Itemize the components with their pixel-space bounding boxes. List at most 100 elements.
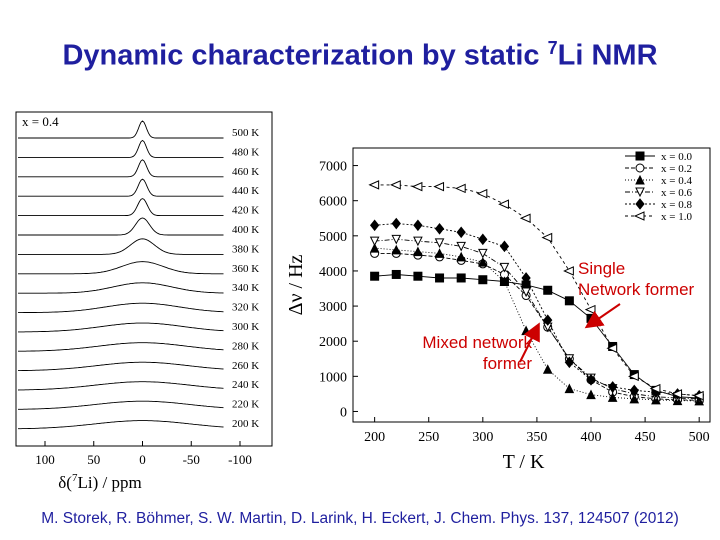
- y-tick-label: 2000: [319, 335, 347, 350]
- y-tick-label: 1000: [319, 370, 347, 385]
- y-axis-label: Δν / Hz: [285, 254, 307, 315]
- single-label-line2: Network former: [578, 280, 695, 299]
- data-point: [369, 236, 380, 247]
- series-5: [368, 180, 704, 401]
- data-point: [370, 271, 380, 281]
- spectrum-line: [18, 238, 224, 255]
- data-point: [411, 181, 423, 192]
- data-point: [499, 240, 510, 253]
- spectrum-line: [18, 120, 224, 139]
- data-point: [478, 275, 488, 285]
- spectrum-line: [18, 400, 224, 410]
- temperature-label: 320 K: [232, 302, 259, 314]
- legend-label: x = 0.6: [661, 187, 692, 199]
- legend-label: x = 0.8: [661, 199, 692, 211]
- data-point: [692, 390, 704, 401]
- x-tick-label: 450: [635, 430, 656, 445]
- data-point: [456, 251, 466, 262]
- data-point: [413, 246, 423, 257]
- temperature-label: 200 K: [232, 418, 259, 430]
- x-tick-label: 350: [526, 430, 547, 445]
- series-line: [374, 238, 700, 400]
- data-point: [586, 389, 596, 400]
- legend-marker: [635, 187, 645, 198]
- x-tick-label: -100: [228, 452, 252, 467]
- temperature-label: 380 K: [232, 243, 259, 255]
- legend: x = 0.0x = 0.2x = 0.4x = 0.6x = 0.8x = 1…: [625, 151, 692, 223]
- data-point: [606, 343, 618, 354]
- slide-title: Dynamic characterization by static 7Li N…: [62, 38, 658, 72]
- spectrum-line: [17, 381, 224, 391]
- data-point: [433, 181, 445, 192]
- series-2: [369, 242, 704, 406]
- temperature-label: 340 K: [232, 282, 259, 294]
- composition-label: x = 0.4: [22, 114, 59, 129]
- data-point: [391, 269, 401, 279]
- citation: M. Storek, R. Böhmer, S. W. Martin, D. L…: [41, 510, 679, 527]
- series-line: [374, 184, 700, 397]
- data-point: [519, 213, 531, 224]
- spectrum-line: [18, 420, 224, 430]
- x-tick-label: 400: [581, 430, 602, 445]
- y-tick-label: 3000: [319, 300, 347, 315]
- legend-label: x = 0.2: [661, 163, 692, 175]
- temperature-label: 220 K: [232, 399, 259, 411]
- series-line: [374, 247, 700, 402]
- spectrum-line: [18, 217, 224, 236]
- data-point: [586, 374, 596, 386]
- spectrum-line: [18, 159, 224, 178]
- spectrum-line: [18, 198, 224, 217]
- data-point: [541, 232, 553, 243]
- data-point: [499, 276, 510, 286]
- data-point: [671, 389, 683, 399]
- mixed-network-former-label: Mixed network former: [396, 332, 532, 374]
- data-point: [434, 238, 445, 248]
- data-point: [564, 296, 574, 306]
- data-point: [521, 287, 531, 298]
- data-point: [521, 272, 531, 284]
- data-point: [391, 217, 401, 230]
- temperature-label: 300 K: [232, 321, 259, 333]
- legend-marker: [635, 151, 645, 161]
- data-point: [368, 180, 380, 190]
- mixed-label-line2: former: [482, 354, 532, 373]
- data-point: [628, 371, 639, 382]
- x-tick-label: 50: [87, 452, 100, 467]
- spectrum-line: [18, 282, 224, 294]
- legend-marker: [635, 174, 645, 185]
- temperature-label: 360 K: [232, 263, 259, 275]
- data-point: [435, 273, 445, 283]
- data-point: [456, 226, 466, 239]
- temperature-label: 500 K: [232, 127, 259, 139]
- data-point: [413, 271, 423, 281]
- y-tick-label: 7000: [319, 160, 347, 175]
- spectrum-line: [18, 342, 224, 352]
- temperature-label: 420 K: [232, 205, 259, 217]
- temperature-label: 260 K: [232, 360, 259, 372]
- data-point: [456, 273, 466, 283]
- x-tick-label: -50: [183, 452, 200, 467]
- x-axis-label: δ(7Li) / ppm: [58, 472, 141, 492]
- data-point: [391, 244, 402, 255]
- data-point: [649, 383, 661, 394]
- temperature-label: 480 K: [232, 146, 259, 158]
- x-tick-label: 200: [364, 430, 385, 445]
- series-line: [374, 252, 700, 401]
- legend-label: x = 0.0: [661, 151, 692, 163]
- data-point: [607, 392, 618, 402]
- spectrum-line: [18, 361, 224, 372]
- data-point: [434, 222, 445, 235]
- linewidth-chart: 200 250 300 350 400 450 5000100020003000400050…: [285, 147, 711, 473]
- data-point: [543, 285, 553, 295]
- temperature-label: 400 K: [232, 224, 259, 236]
- x-tick-label: 100: [35, 452, 55, 467]
- data-point: [476, 188, 488, 199]
- series-line: [374, 274, 700, 399]
- data-point: [564, 356, 575, 369]
- x-tick-label: 250: [418, 430, 439, 445]
- legend-marker: [635, 198, 645, 210]
- spectrum-line: [18, 322, 224, 333]
- data-point: [434, 248, 445, 258]
- spectra-frame: [15, 111, 273, 447]
- data-point: [369, 242, 380, 253]
